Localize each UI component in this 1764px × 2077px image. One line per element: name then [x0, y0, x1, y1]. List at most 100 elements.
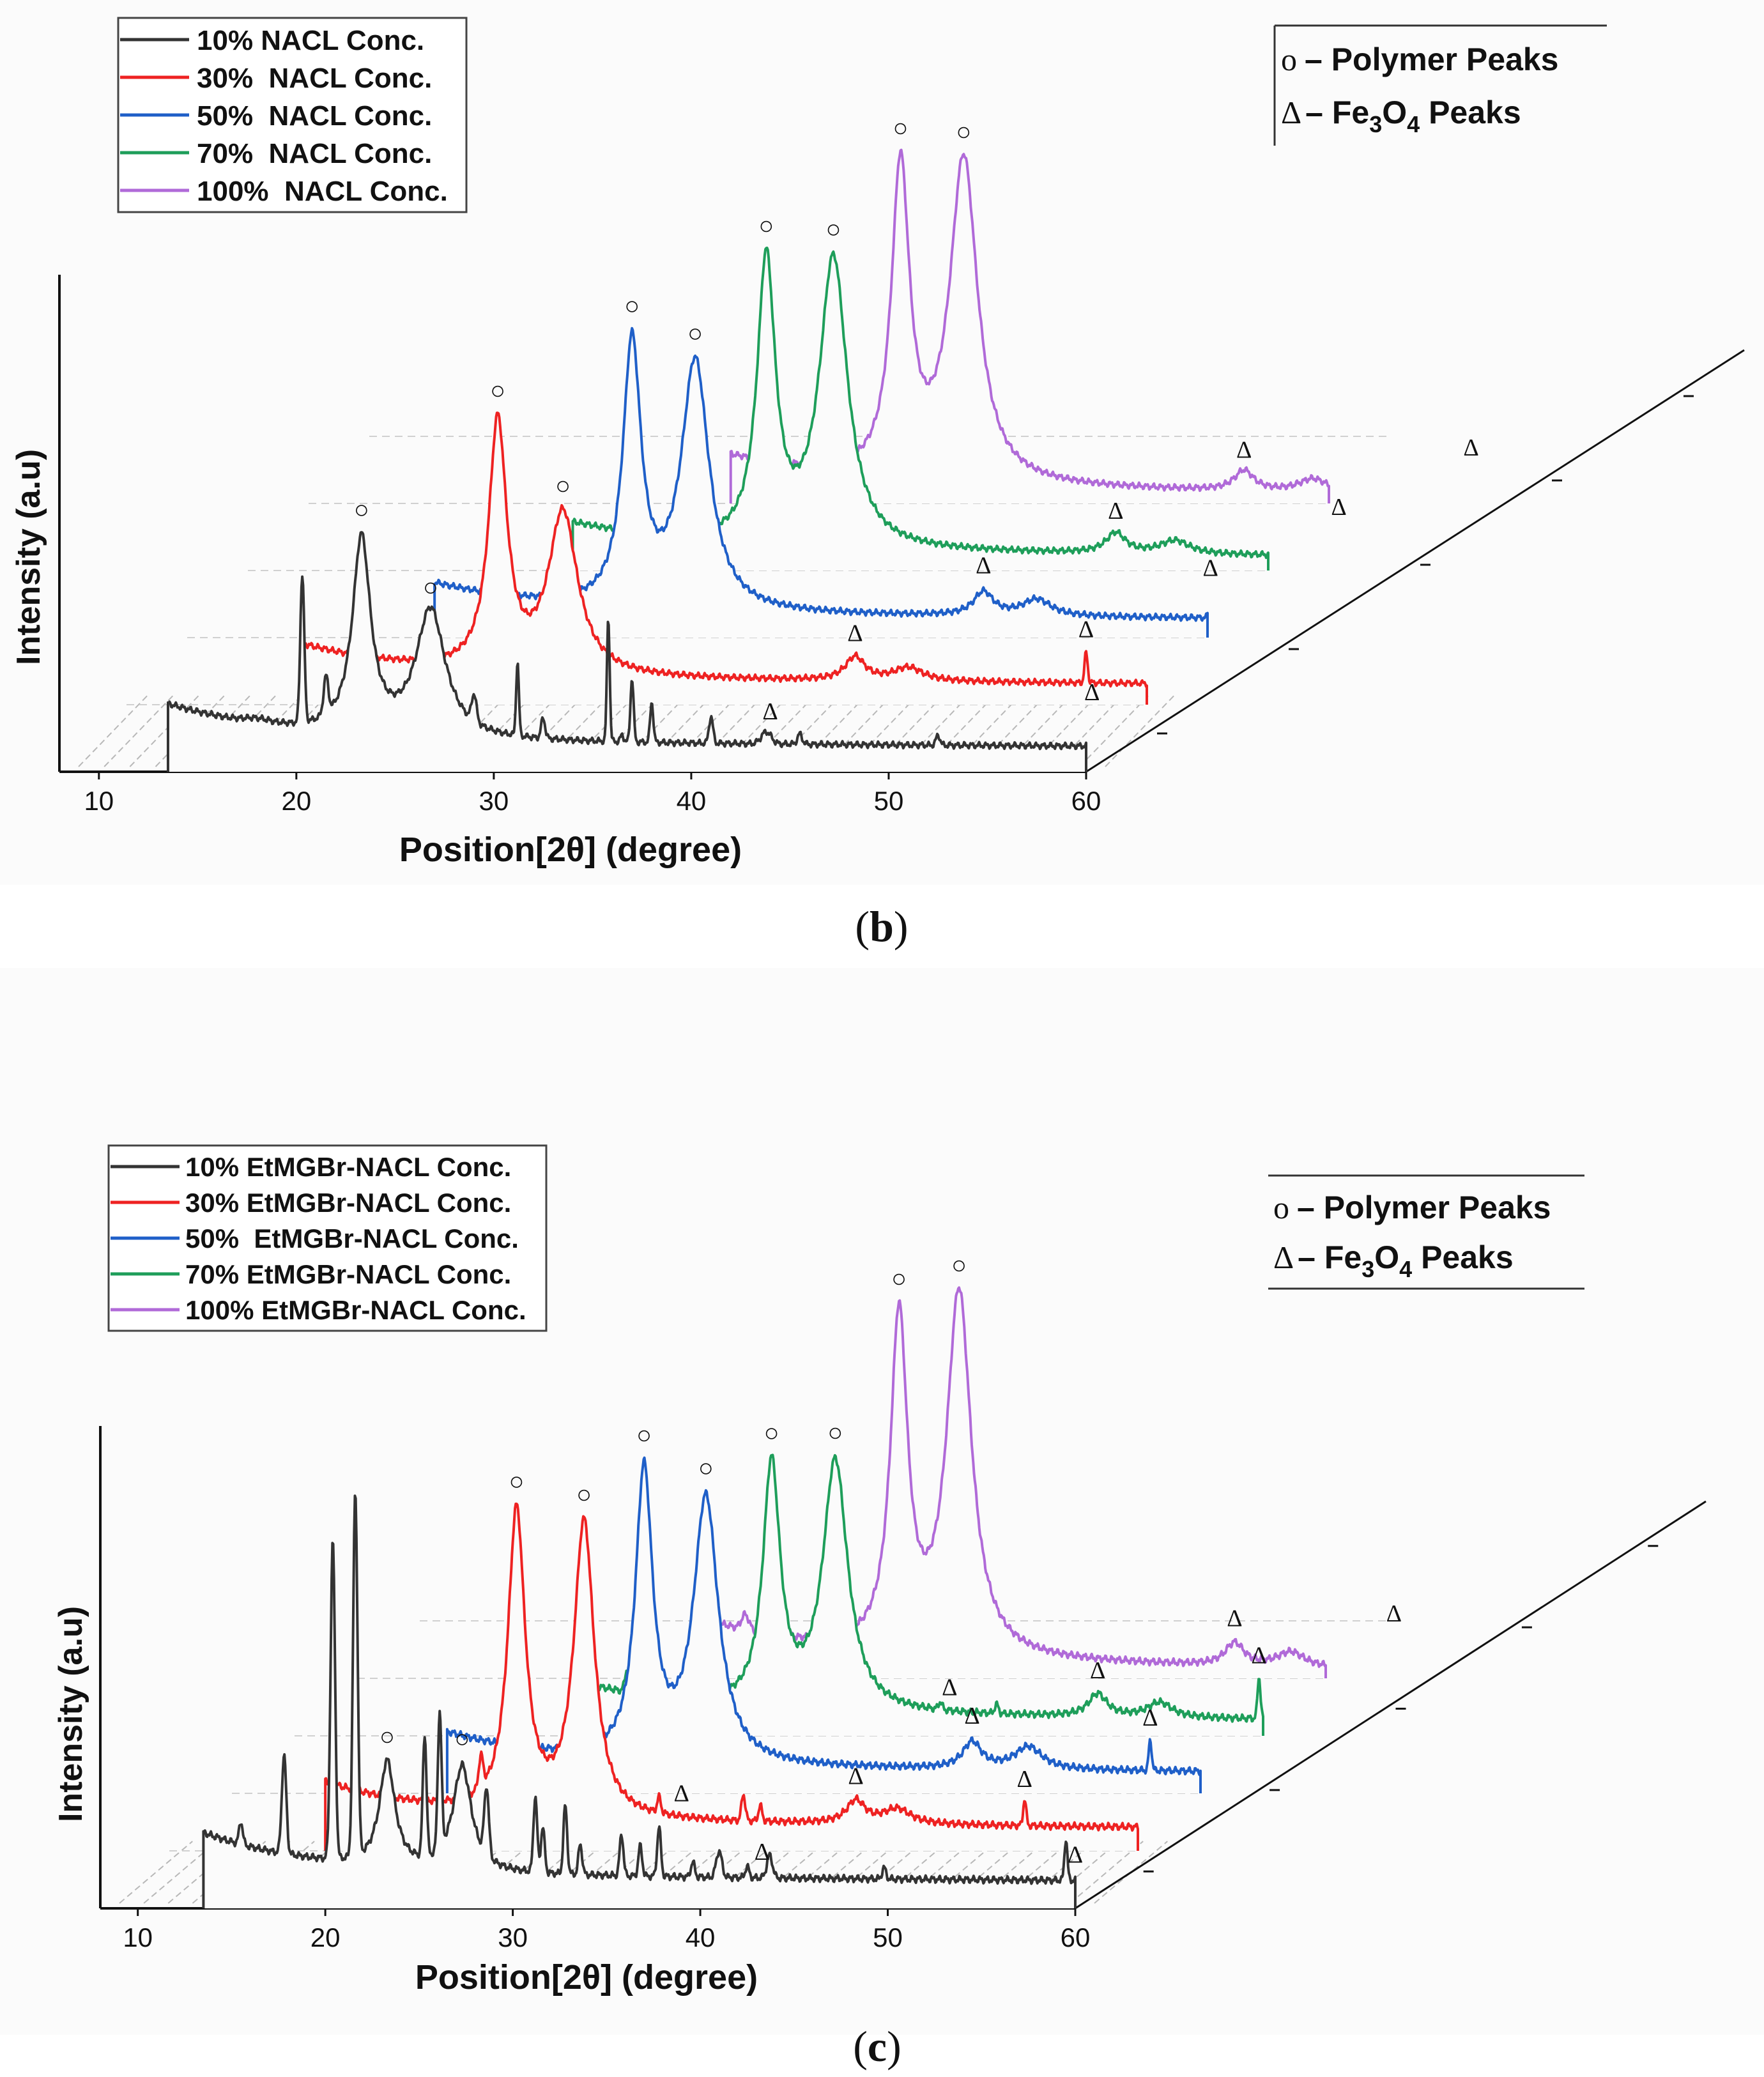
- floor-grid-line: [1002, 693, 1074, 767]
- floor-grid-line: [771, 693, 843, 767]
- floor-grid-line: [119, 1841, 193, 1904]
- x-axis-label: Position[2θ] (degree): [399, 831, 742, 869]
- x-tick-label: 60: [1061, 1922, 1091, 1952]
- legend-entry: 10% NACL Conc.: [197, 25, 424, 56]
- floor-grid-line: [489, 693, 561, 767]
- series-line: [166, 531, 1087, 772]
- fe3o4-peak-marker: Δ: [755, 1839, 770, 1866]
- floor-grid-line: [617, 693, 689, 767]
- fe3o4-peak-marker: Δ: [1068, 1842, 1083, 1869]
- key-fe3o4: Δ – Fe3O4 Peaks: [1273, 1239, 1514, 1282]
- x-tick-label: 50: [873, 1922, 903, 1952]
- floor-grid-line: [925, 693, 997, 767]
- legend-entry: 100% EtMGBr-NACL Conc.: [185, 1295, 526, 1325]
- floor-grid-line: [257, 693, 330, 767]
- legend-entry: 50% NACL Conc.: [197, 100, 432, 132]
- polymer-peak-marker: ○: [380, 1722, 395, 1751]
- legend-entry: 10% EtMGBr-NACL Conc.: [185, 1152, 511, 1182]
- fe3o4-peak-marker: Δ: [1386, 1600, 1402, 1627]
- floor-grid-line: [565, 693, 638, 767]
- floor-grid-line: [873, 693, 946, 767]
- x-tick-label: 40: [686, 1922, 716, 1952]
- depth-axis-line: [1085, 349, 1745, 773]
- legend-box: [107, 1144, 548, 1332]
- floor-grid-line: [976, 693, 1048, 767]
- x-tick-label: 40: [677, 786, 707, 816]
- depth-axis-line: [1075, 1500, 1706, 1910]
- polymer-peak-marker: ○: [764, 1418, 779, 1447]
- polymer-peak-marker: ○: [827, 1418, 843, 1447]
- floor-grid-line: [206, 693, 279, 767]
- polymer-peak-marker: ○: [825, 215, 841, 243]
- fe3o4-peak-marker: Δ: [964, 1703, 979, 1729]
- floor-grid-line: [1027, 693, 1100, 767]
- fe3o4-peak-marker: Δ: [1142, 1705, 1158, 1731]
- floor-grid-line: [232, 693, 304, 767]
- floor-grid-line: [848, 693, 920, 767]
- floor-grid-line: [951, 693, 1023, 767]
- floor-grid-line: [745, 693, 818, 767]
- polymer-peak-marker: ○: [758, 211, 774, 240]
- floor-grid-line: [129, 693, 201, 767]
- legend-entry: 30% NACL Conc.: [197, 63, 432, 94]
- x-tick-label: 10: [123, 1922, 153, 1952]
- key-polymer: o – Polymer Peaks: [1281, 42, 1559, 77]
- peak-key: o – Polymer Peaks Δ – Fe3O4 Peaks: [1273, 24, 1607, 146]
- floor-grid-line: [155, 693, 227, 767]
- peak-markers: ○ ○ Δ Δ ○ ○ Δ Δ ○ ○ Δ Δ ○ ○ Δ Δ ○ ○ Δ Δ: [354, 113, 1479, 724]
- fe3o4-peak-marker: Δ: [976, 552, 991, 579]
- legend-entry: 30% EtMGBr-NACL Conc.: [185, 1188, 511, 1218]
- floor-grid-line: [899, 693, 972, 767]
- floor-grid-line: [180, 693, 253, 767]
- fe3o4-peak-marker: Δ: [1202, 555, 1218, 582]
- legend-entry: 70% NACL Conc.: [197, 138, 432, 169]
- series-occluder: [203, 1496, 1075, 1908]
- legend: 10% NACL Conc. 30% NACL Conc. 50% NACL C…: [117, 17, 468, 213]
- x-tick-label: 10: [84, 786, 114, 816]
- fe3o4-peak-marker: Δ: [1463, 434, 1478, 461]
- fe3o4-peak-marker: Δ: [1084, 679, 1100, 706]
- series-layer: [166, 148, 1330, 772]
- fe3o4-peak-marker: Δ: [1331, 494, 1346, 521]
- panel-caption-b: (b): [855, 902, 908, 951]
- polymer-peak-marker: ○: [636, 1420, 652, 1449]
- fe3o4-peak-marker: Δ: [1227, 1606, 1242, 1632]
- fe3o4-peak-marker: Δ: [942, 1675, 957, 1701]
- floor-grid-line: [694, 693, 766, 767]
- polymer-peak-marker: ○: [893, 113, 908, 142]
- series-occluder: [730, 149, 1329, 503]
- floor-grid-line: [143, 1841, 218, 1904]
- x-tick-label: 20: [311, 1922, 341, 1952]
- polymer-peak-marker: ○: [354, 495, 369, 524]
- polymer-peak-marker: ○: [555, 471, 571, 500]
- polymer-peak-marker: ○: [576, 1480, 592, 1508]
- floor-grid-line: [1094, 1841, 1168, 1904]
- floor-grid-line: [540, 693, 612, 767]
- series-occluder: [578, 1455, 1263, 1736]
- key-fe3o4: Δ – Fe3O4 Peaks: [1281, 95, 1521, 137]
- fe3o4-peak-marker: Δ: [1236, 436, 1252, 463]
- floor-grid-line: [719, 693, 792, 767]
- panel-caption-c: (c): [853, 2022, 901, 2071]
- x-tick-label: 60: [1071, 786, 1101, 816]
- polymer-peak-marker: ○: [423, 572, 438, 601]
- series-occluder: [167, 532, 1086, 772]
- series-occluder: [300, 413, 1147, 705]
- polymer-peak-marker: ○: [956, 117, 971, 146]
- fe3o4-peak-marker: Δ: [847, 620, 863, 647]
- fe3o4-peak-marker: Δ: [848, 1763, 863, 1790]
- floor-grid-line: [797, 693, 869, 767]
- floor-grid-line: [167, 1841, 242, 1904]
- floor-grid-line: [514, 693, 587, 767]
- depth-ticks: [1143, 1545, 1659, 1873]
- fe3o4-peak-marker: Δ: [1017, 1766, 1032, 1793]
- floor-grid-line: [643, 693, 715, 767]
- series-layer: [202, 1286, 1327, 1908]
- fe3o4-peak-marker: Δ: [762, 698, 778, 725]
- floor-grid-line: [1070, 1841, 1144, 1904]
- series-occluder: [434, 328, 1208, 638]
- x-axis-label: Position[2θ] (degree): [415, 1958, 758, 1997]
- peak-markers: ○ ○Δ Δ○ ○ΔΔΔ○○Δ Δ○ ○ΔΔ Δ○ ○Δ Δ: [380, 1250, 1402, 1868]
- series-occluder: [447, 1457, 1200, 1793]
- floor-grid-line: [822, 693, 894, 767]
